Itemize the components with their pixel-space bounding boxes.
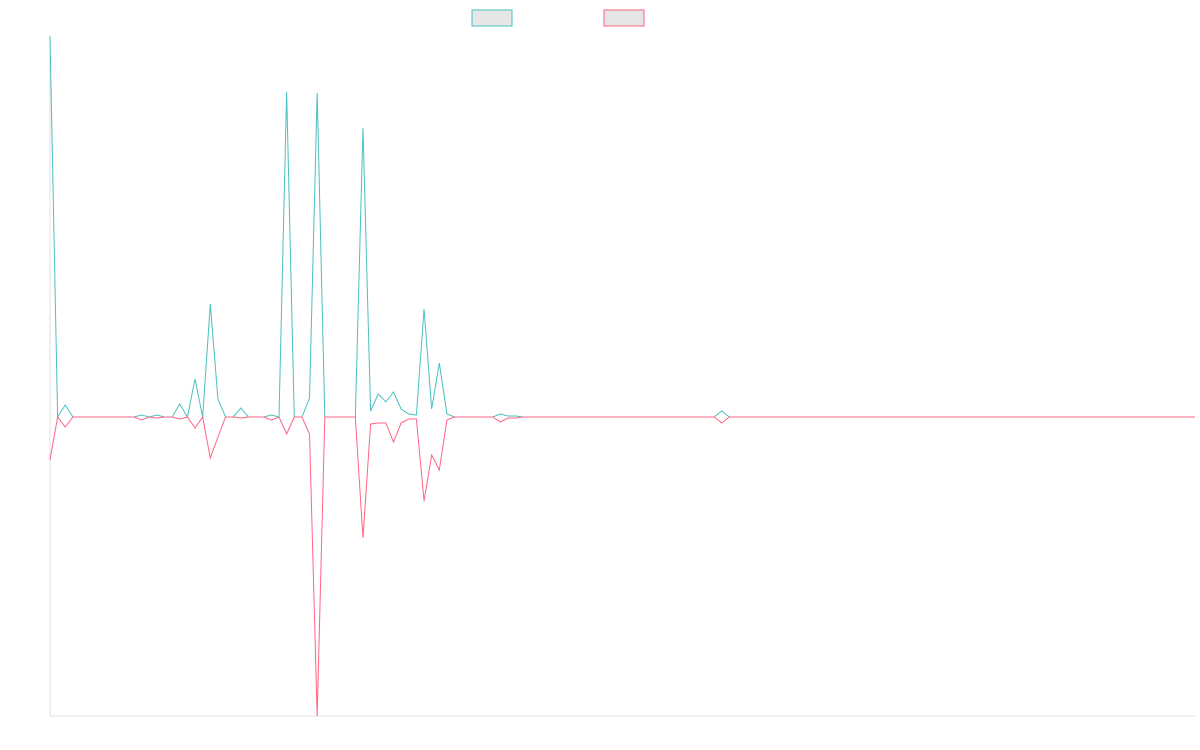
series-line (49, 35, 1195, 419)
legend-swatch[interactable] (603, 9, 645, 27)
series-line (49, 415, 1195, 717)
legend-swatch[interactable] (471, 9, 513, 27)
